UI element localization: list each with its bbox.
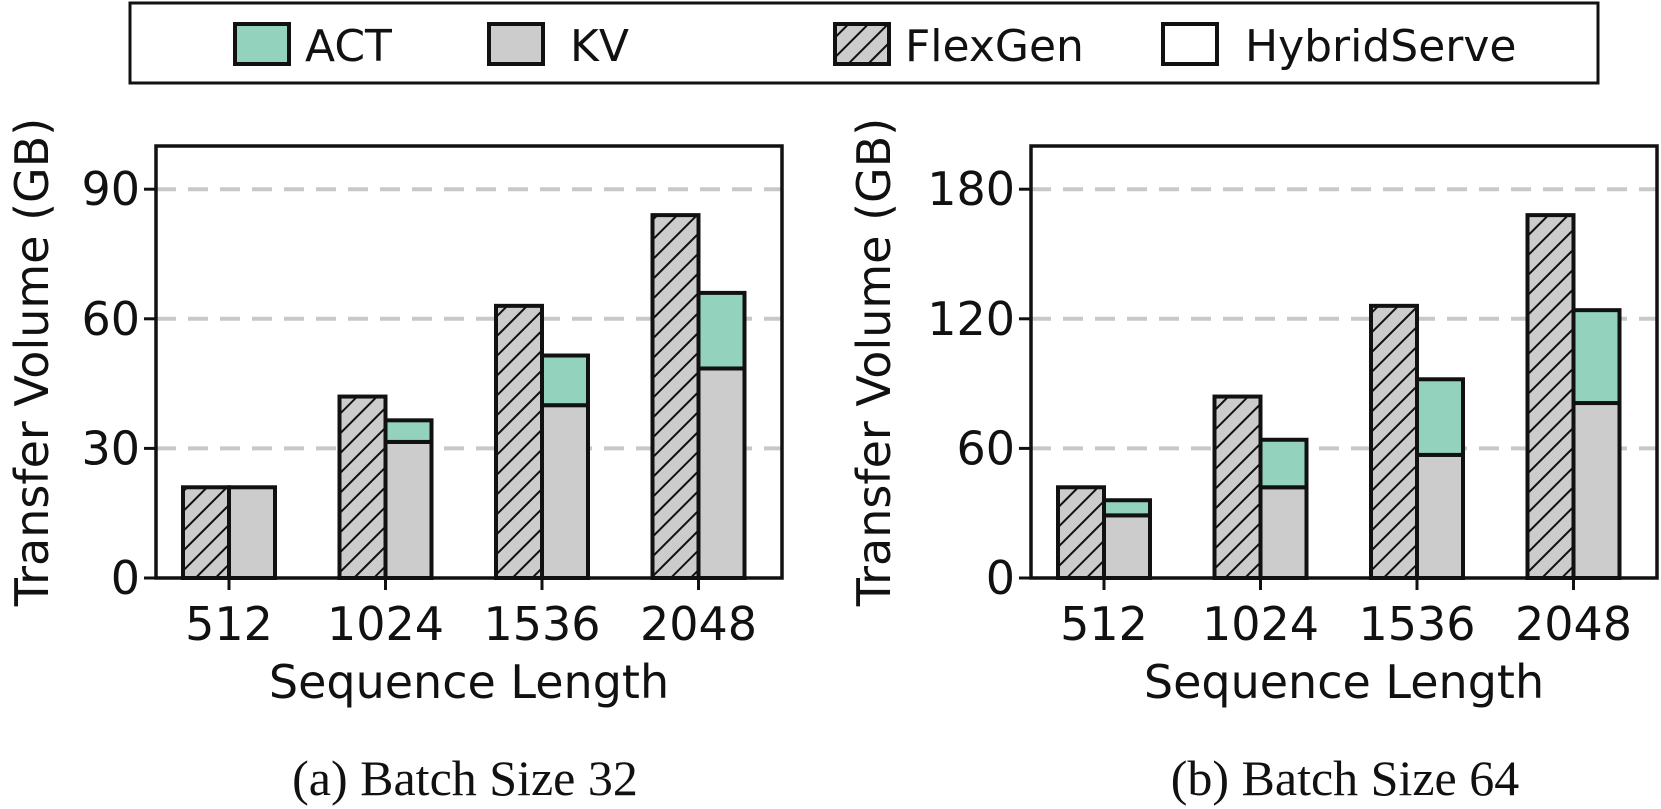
bar-hybridserve-act — [1571, 308, 1622, 406]
bar-hybridserve-act — [1102, 498, 1152, 518]
x-axis: 512 1024 1536 2048 — [185, 578, 757, 651]
y-tick-label: 30 — [81, 421, 140, 475]
legend-label-hybridserve: HybridServe — [1245, 21, 1517, 72]
bar-flexgen — [1525, 213, 1576, 580]
legend-swatch-act — [233, 22, 291, 66]
bars — [1056, 213, 1622, 581]
legend-swatch-hybridserve — [1161, 22, 1219, 66]
chart-panel-a: 0 30 60 90 512 1024 1536 2048 Transfer Volume … — [5, 118, 784, 806]
legend-label-flexgen: FlexGen — [905, 21, 1084, 72]
y-tick-label: 0 — [111, 551, 140, 605]
x-tick-label: 1536 — [1358, 597, 1475, 651]
bar-flexgen — [1056, 485, 1106, 580]
panel-caption: (b) Batch Size 64 — [1171, 750, 1520, 806]
bar-flexgen — [1369, 303, 1419, 580]
y-axis-label: Transfer Volume (GB) — [5, 118, 59, 607]
y-tick-label: 0 — [986, 551, 1015, 605]
bar-hybridserve-kv — [540, 403, 590, 581]
bar-flexgen — [650, 213, 701, 580]
x-tick-label: 1024 — [327, 597, 444, 651]
x-tick-label: 512 — [185, 597, 273, 651]
legend-swatch-flexgen — [833, 22, 891, 66]
y-tick-label: 180 — [927, 162, 1015, 216]
y-axis: 0 60 120 180 — [927, 162, 1031, 605]
x-tick-label: 2048 — [640, 597, 757, 651]
bar-flexgen — [337, 394, 388, 580]
chart-panel-b: 0 60 120 180 512 1024 1536 2048 Transfer Volum… — [847, 118, 1659, 806]
plot-frame — [154, 144, 784, 580]
y-axis-label: Transfer Volume (GB) — [847, 118, 901, 607]
x-tick-label: 1024 — [1202, 597, 1319, 651]
bar-hybridserve-kv — [696, 366, 747, 581]
bar-hybridserve-act — [540, 353, 590, 408]
bar-hybridserve-kv — [383, 439, 434, 581]
x-tick-label: 1536 — [483, 597, 600, 651]
bar-flexgen — [494, 303, 544, 580]
x-tick-label: 512 — [1060, 597, 1148, 651]
bar-hybridserve-kv — [1415, 452, 1465, 581]
x-axis: 512 1024 1536 2048 — [1060, 578, 1632, 651]
y-tick-label: 60 — [956, 421, 1015, 475]
bars — [181, 213, 747, 581]
bar-hybridserve-kv — [1571, 401, 1622, 581]
bar-hybridserve-kv — [1258, 485, 1309, 580]
legend-swatch-kv — [487, 22, 545, 66]
y-axis: 0 30 60 90 — [81, 162, 156, 605]
plot-frame — [1029, 144, 1659, 580]
bar-flexgen — [1212, 394, 1263, 580]
bar-hybridserve-act — [1415, 377, 1465, 457]
legend-label-act: ACT — [305, 21, 392, 72]
bar-hybridserve-act — [696, 290, 747, 371]
panel-caption: (a) Batch Size 32 — [292, 750, 638, 806]
bar-hybridserve-kv — [1102, 513, 1152, 580]
x-axis-label: Sequence Length — [1144, 655, 1544, 709]
bar-flexgen — [181, 485, 231, 580]
y-tick-label: 60 — [81, 292, 140, 346]
legend: ACT KV FlexGen HybridServe — [128, 1, 1600, 85]
x-axis-label: Sequence Length — [269, 655, 669, 709]
bar-hybridserve-act — [383, 418, 434, 444]
y-tick-label: 90 — [81, 162, 140, 216]
bar-hybridserve-act — [1258, 437, 1309, 490]
legend-label-kv: KV — [570, 21, 629, 72]
y-tick-label: 120 — [927, 292, 1015, 346]
bar-hybridserve-kv — [227, 485, 277, 580]
x-tick-label: 2048 — [1515, 597, 1632, 651]
